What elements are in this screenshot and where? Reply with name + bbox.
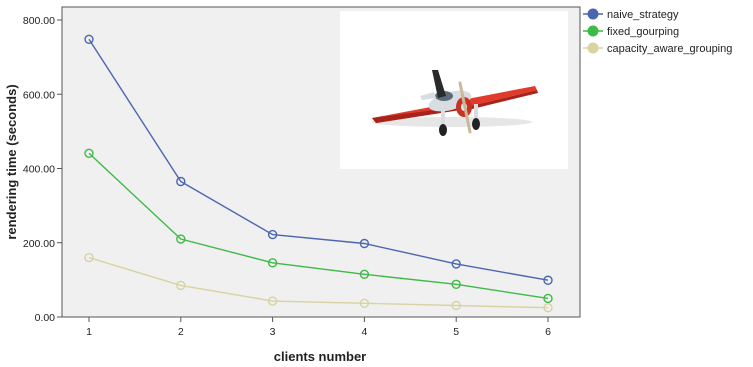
x-axis: 1 2 3 4 5 6 [86, 317, 551, 338]
y-axis-title: rendering time (seconds) [4, 84, 19, 239]
y-tick-label: 400.00 [23, 164, 55, 176]
data-point-capacity-aware-grouping [176, 280, 186, 291]
data-point-naive-strategy [176, 176, 186, 187]
series-line-fixed-gourping [88, 152, 549, 300]
legend-marker-capacity-aware-grouping [587, 42, 599, 54]
series-line-naive-strategy [88, 38, 549, 281]
legend-marker-fixed-gourping [587, 25, 599, 37]
series-layer [84, 34, 553, 313]
data-point-naive-strategy [451, 259, 461, 269]
data-point-fixed-gourping [543, 293, 553, 304]
data-point-capacity-aware-grouping [359, 298, 370, 308]
x-tick-label: 4 [361, 326, 367, 338]
data-point-capacity-aware-grouping [267, 296, 278, 306]
x-tick-label: 1 [86, 326, 92, 338]
airplane-image [340, 11, 568, 169]
x-axis-title: clients number [274, 349, 366, 364]
x-tick-label: 3 [270, 326, 276, 338]
y-tick-label: 800.00 [23, 15, 55, 27]
data-point-fixed-gourping [359, 269, 370, 280]
x-tick-label: 6 [545, 326, 551, 338]
data-point-capacity-aware-grouping [543, 303, 553, 313]
legend-label-capacity-aware-grouping: capacity_aware_grouping [607, 43, 732, 55]
x-tick-label: 5 [453, 326, 459, 338]
legend-label-fixed-gourping: fixed_gourping [607, 26, 679, 38]
data-point-fixed-gourping [176, 234, 186, 244]
legend-marker-naive-strategy [587, 8, 599, 20]
data-point-naive-strategy [359, 238, 370, 249]
data-point-naive-strategy [267, 229, 278, 240]
data-point-fixed-gourping [267, 258, 278, 268]
y-tick-label: 600.00 [23, 89, 55, 101]
legend-label-naive-strategy: naive_strategy [607, 9, 679, 21]
data-point-fixed-gourping [84, 148, 94, 158]
data-point-naive-strategy [543, 275, 553, 285]
data-point-capacity-aware-grouping [84, 252, 94, 263]
data-point-naive-strategy [84, 34, 94, 45]
x-tick-label: 2 [178, 326, 184, 338]
data-point-capacity-aware-grouping [451, 300, 461, 311]
y-tick-label: 0.00 [35, 312, 56, 324]
y-axis: 0.00 200.00 400.00 600.00 800.00 [23, 15, 62, 324]
series-line-capacity-aware-grouping [88, 256, 549, 309]
y-tick-label: 200.00 [23, 238, 55, 250]
legend: naive_strategy fixed_gourping capacity_awa… [583, 8, 732, 55]
data-point-fixed-gourping [451, 279, 461, 290]
